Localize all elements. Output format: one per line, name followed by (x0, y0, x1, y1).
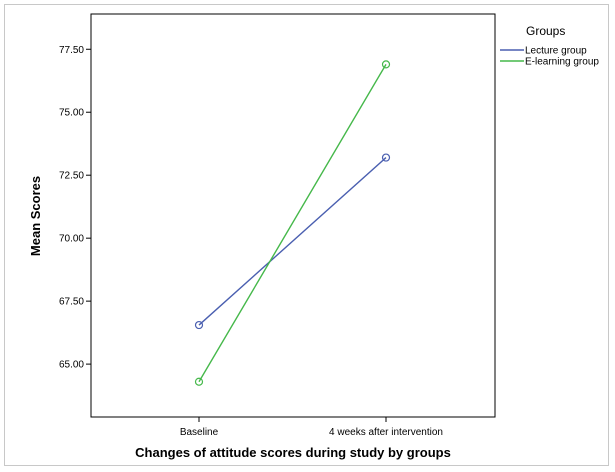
y-tick-label: 67.50 (59, 297, 84, 308)
x-axis: Baseline 4 weeks after intervention (180, 417, 443, 438)
y-tick-label: 77.50 (59, 45, 84, 56)
y-axis-title: Mean Scores (28, 176, 43, 256)
series-line-2 (198, 64, 387, 383)
series-layer (194, 60, 391, 386)
data-point (381, 153, 391, 162)
legend-label: Lecture group (525, 46, 587, 57)
y-tick-label: 75.00 (59, 108, 84, 119)
x-tick-label: Baseline (180, 427, 219, 438)
series-line-1 (198, 157, 387, 326)
data-point (194, 377, 204, 386)
data-point (194, 320, 204, 330)
y-tick-label: 70.00 (59, 234, 84, 245)
legend-title: Groups (526, 24, 565, 38)
x-tick-label: 4 weeks after intervention (329, 427, 443, 438)
x-axis-title: Changes of attitude scores during study … (135, 445, 451, 460)
y-tick-label: 65.00 (59, 360, 84, 371)
y-axis: 65.00 67.50 70.00 72.50 75.00 77.50 (59, 45, 91, 371)
plot-area (90, 13, 496, 418)
legend-label: E-learning group (525, 57, 599, 68)
y-tick-label: 72.50 (59, 171, 84, 182)
data-point (381, 60, 391, 69)
